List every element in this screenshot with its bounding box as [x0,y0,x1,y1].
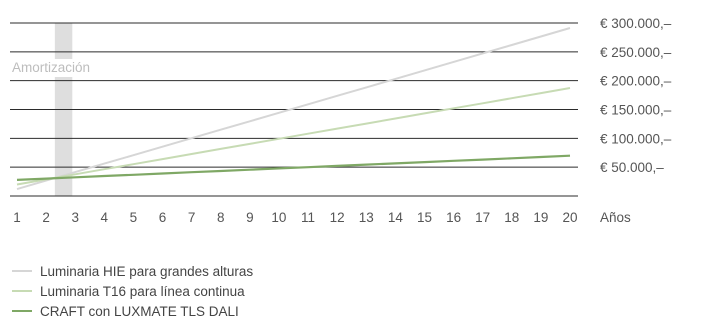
x-tick-label: 1 [13,210,21,225]
x-tick-label: 18 [504,210,519,225]
y-tick-label: € 150.000,– [600,103,672,118]
x-tick-label: 11 [301,210,315,225]
amortization-label-bg [10,59,118,77]
legend-label-hie: Luminaria HIE para grandes alturas [40,263,254,279]
x-tick-label: 9 [246,210,254,225]
x-tick-label: 2 [42,210,50,225]
x-tick-label: 15 [417,210,432,225]
legend-swatch-hie [12,270,32,272]
y-tick-label: € 300.000,– [600,16,672,31]
x-tick-label: 12 [330,210,345,225]
legend-item-t16: Luminaria T16 para línea continua [12,281,253,301]
series-line-craft [16,154,571,181]
y-tick-label: € 250.000,– [600,45,672,60]
x-tick-label: 7 [188,210,196,225]
x-tick-label: 13 [359,210,374,225]
x-tick-label: 5 [130,210,138,225]
x-tick-label: 10 [271,210,286,225]
x-tick-label: 14 [388,210,404,225]
x-tick-label: 16 [446,210,461,225]
x-axis-label: Años [600,210,631,225]
legend-swatch-t16 [12,290,32,292]
y-tick-label: € 100.000,– [600,131,672,146]
legend-label-craft: CRAFT con LUXMATE TLS DALI [40,303,239,319]
x-tick-label: 20 [562,210,577,225]
legend-item-hie: Luminaria HIE para grandes alturas [12,261,253,281]
x-tick-label: 4 [101,210,109,225]
x-tick-label: 6 [159,210,167,225]
x-tick-label: 19 [533,210,548,225]
amortization-label: Amortización [12,60,90,75]
legend: Luminaria HIE para grandes alturas Lumin… [12,261,253,321]
series-line-hie [16,27,571,191]
legend-item-craft: CRAFT con LUXMATE TLS DALI [12,301,253,321]
x-tick-label: 8 [217,210,225,225]
x-tick-label: 3 [71,210,79,225]
legend-label-t16: Luminaria T16 para línea continua [40,283,245,299]
y-tick-label: € 50.000,– [600,160,664,175]
x-tick-label: 17 [475,210,490,225]
y-tick-label: € 200.000,– [600,74,672,89]
series-line-t16 [16,87,571,186]
legend-swatch-craft [12,310,32,312]
